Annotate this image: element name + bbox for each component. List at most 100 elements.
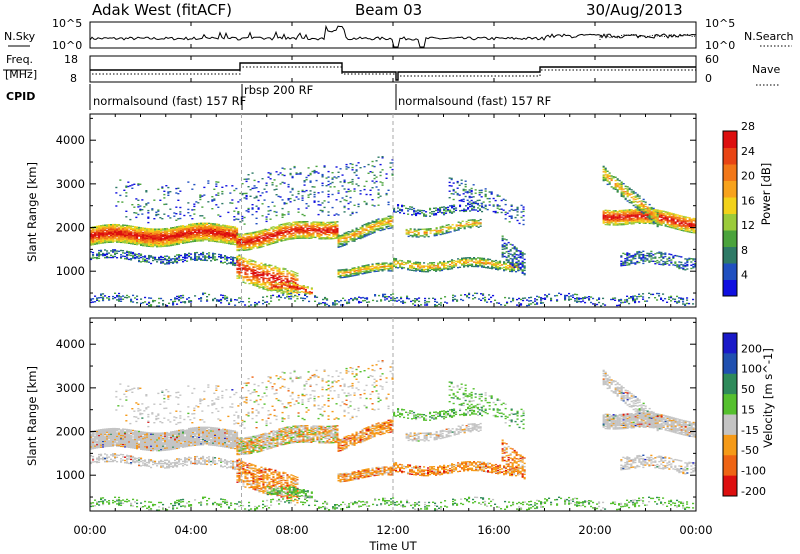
- power-cell: [341, 236, 344, 238]
- power-cell: [158, 241, 161, 243]
- power-cell: [606, 221, 609, 224]
- power-cell: [200, 239, 203, 241]
- power-cell: [381, 221, 384, 223]
- power-cell: [443, 209, 446, 211]
- power-cell: [188, 234, 191, 237]
- power-cell: [322, 237, 325, 239]
- power-cell: [266, 289, 269, 292]
- power-cell: [308, 229, 311, 232]
- power-cell: [134, 227, 137, 229]
- power-cell: [258, 281, 261, 284]
- power-cell: [684, 269, 687, 271]
- power-cell: [443, 232, 446, 235]
- power-cell: [160, 229, 163, 231]
- power-cell: [298, 221, 301, 223]
- power-cell: [616, 183, 619, 186]
- power-cell: [192, 238, 195, 240]
- power-cell: [206, 223, 209, 226]
- power-cell: [634, 257, 637, 260]
- power-cell: [479, 258, 482, 260]
- power-cell: [146, 237, 149, 240]
- power-cell: [650, 220, 653, 223]
- power-cell: [463, 258, 466, 260]
- power-cell: [220, 238, 223, 240]
- power-cell: [686, 228, 689, 231]
- power-cell: [250, 304, 253, 306]
- power-cell: [361, 236, 364, 239]
- power-cell: [357, 228, 360, 231]
- power-cell: [680, 261, 683, 264]
- power-cell: [190, 241, 193, 243]
- power-cell: [90, 301, 93, 304]
- power-cell: [92, 251, 95, 254]
- power-cell: [417, 268, 420, 270]
- power-cell: [112, 233, 115, 236]
- power-cell: [212, 240, 215, 242]
- power-cell: [250, 233, 253, 235]
- power-cell: [104, 236, 107, 238]
- power-cell: [308, 293, 311, 295]
- power-cell: [288, 283, 291, 285]
- power-cell: [316, 221, 319, 223]
- power-cell: [290, 270, 293, 272]
- power-cell: [375, 267, 378, 269]
- power-cell: [513, 265, 516, 267]
- power-cell: [294, 282, 297, 285]
- power-cell: [112, 298, 115, 300]
- power-cell: [379, 226, 382, 228]
- power-cell: [262, 287, 265, 289]
- power-cell: [170, 228, 173, 230]
- power-cell: [328, 230, 331, 232]
- power-cell: [100, 238, 103, 240]
- power-cell: [676, 214, 679, 216]
- power-cell: [262, 243, 265, 245]
- power-cell: [264, 283, 267, 285]
- power-cell: [160, 262, 163, 264]
- power-cell: [268, 289, 271, 291]
- power-cell: [170, 234, 173, 237]
- power-cell: [284, 287, 287, 289]
- power-cell: [164, 236, 167, 239]
- power-cell: [122, 226, 125, 228]
- power-cell: [256, 238, 259, 240]
- power-cell: [616, 189, 619, 191]
- power-cell: [334, 236, 337, 238]
- power-cell: [254, 262, 257, 264]
- power-cell: [296, 237, 299, 239]
- power-cell: [96, 238, 99, 241]
- power-cell: [242, 267, 245, 269]
- power-cell: [146, 257, 149, 260]
- power-cell: [178, 232, 181, 234]
- power-cell: [256, 280, 259, 282]
- power-cell: [144, 258, 147, 261]
- power-cell: [206, 296, 209, 298]
- power-cell: [234, 235, 237, 237]
- power-cell: [248, 239, 251, 241]
- power-cell: [606, 214, 609, 216]
- power-cell: [142, 237, 145, 239]
- power-cell: [264, 264, 267, 266]
- power-cell: [485, 266, 488, 269]
- power-cell: [266, 282, 269, 284]
- power-cell: [160, 255, 163, 258]
- power-cell: [246, 236, 249, 238]
- power-cell: [222, 262, 225, 264]
- power-cell: [397, 267, 400, 269]
- power-cell: [602, 217, 605, 219]
- power-cell: [443, 213, 446, 216]
- power-cell: [90, 230, 93, 232]
- power-cell: [463, 264, 466, 266]
- power-cell: [658, 251, 661, 253]
- power-cell: [367, 223, 370, 225]
- power-cell: [361, 228, 364, 230]
- power-cell: [682, 227, 685, 230]
- power-cell: [186, 255, 189, 257]
- power-cell: [652, 212, 655, 214]
- power-cell: [423, 232, 426, 235]
- power-cell: [278, 273, 281, 275]
- power-cell: [252, 265, 255, 268]
- nsearch-tick-top: 10^5: [705, 17, 735, 30]
- power-cell: [467, 225, 470, 227]
- power-cell: [238, 238, 241, 241]
- power-cell: [182, 242, 185, 244]
